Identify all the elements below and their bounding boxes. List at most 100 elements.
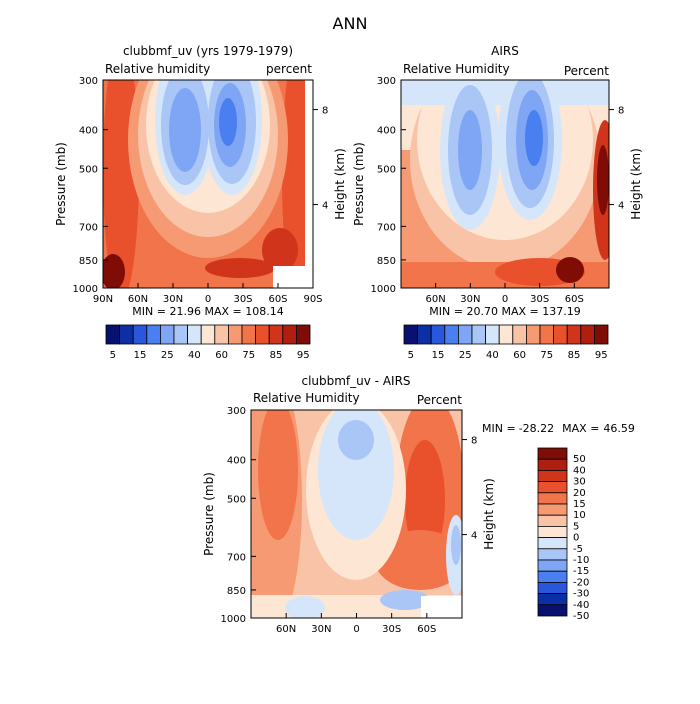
min-label: MIN = [429, 305, 466, 318]
minmax-text: MIN = 21.96 MAX = 108.14 [132, 305, 283, 318]
colorbar-box [537, 469, 568, 482]
colorbar-label: 25 [161, 350, 174, 361]
colorbar-box [146, 324, 161, 345]
colorbar-label: 5 [408, 350, 414, 361]
colorbar-box [200, 324, 216, 345]
colorbar-box [537, 559, 568, 572]
x-tick-label: 60N [426, 294, 446, 305]
right-tick-label: 8 [618, 106, 624, 117]
panel-diff-contour [338, 420, 374, 460]
colorbar-box [268, 324, 284, 345]
colorbar-label: -10 [573, 555, 589, 566]
y-tick-label: 850 [79, 256, 98, 267]
max-label: MAX = [204, 305, 245, 318]
colorbar-label: 40 [486, 350, 499, 361]
colorbar-label: 15 [432, 350, 445, 361]
panel-model: clubbmf_uv (yrs 1979-1979) Relative humi… [54, 44, 347, 318]
min-label: MIN = [132, 305, 169, 318]
colorbar-box [214, 324, 229, 345]
panel-obs-units-label: Percent [564, 64, 609, 78]
x-tick-label: 60S [417, 624, 436, 635]
panel-diff-max-value: 46.59 [603, 422, 635, 435]
panel-model-missing-data [273, 266, 305, 288]
panel-model-contour [219, 98, 237, 146]
y-axis-title: Pressure (mb) [54, 142, 68, 226]
colorbar-box [537, 570, 568, 583]
x-tick-label: 30S [530, 294, 549, 305]
y-tick-label: 300 [79, 76, 98, 87]
y-tick-label: 300 [377, 76, 396, 87]
colorbar-box [227, 324, 243, 345]
colorbar-box [498, 324, 514, 345]
x-tick-label: 30N [311, 624, 331, 635]
x-tick-label: 0 [353, 624, 359, 635]
colorbar-label: 10 [573, 510, 586, 521]
colorbar-box [537, 492, 568, 505]
x-tick-label: 30S [233, 294, 252, 305]
colorbar-box [187, 324, 202, 345]
x-tick-label: 60S [268, 294, 287, 305]
minmax-text: MIN = 20.70 MAX = 137.19 [429, 305, 580, 318]
x-tick-label: 0 [205, 294, 211, 305]
colorbar-obs: 5 15 25 40 60 75 85 95 [403, 324, 609, 361]
panel-diff-min-value: -28.22 [519, 422, 554, 435]
colorbar-box [159, 324, 175, 345]
panel-model-title: clubbmf_uv (yrs 1979-1979) [123, 44, 293, 58]
panel-model-contour [262, 228, 298, 272]
right-tick-label: 8 [322, 106, 328, 117]
colorbar-box [537, 514, 568, 527]
colorbar-label: 5 [110, 350, 116, 361]
colorbar-box [537, 526, 568, 539]
colorbar-box [119, 324, 134, 345]
panel-diff-units-label: Percent [417, 393, 462, 407]
colorbar-box [580, 324, 595, 345]
right-tick-label: 4 [322, 201, 328, 212]
y-tick-label: 400 [227, 456, 246, 467]
y-tick-label: 500 [377, 164, 396, 175]
colorbar-label: -5 [573, 544, 583, 555]
colorbar-label: 95 [595, 350, 608, 361]
colorbar-label: 85 [568, 350, 581, 361]
x-tick-label: 60N [276, 624, 296, 635]
colorbar-label: 85 [270, 350, 283, 361]
colorbar-label: 60 [215, 350, 228, 361]
colorbar-box [430, 324, 446, 345]
y-tick-label: 1000 [73, 284, 98, 295]
y-tick-label: 850 [377, 256, 396, 267]
colorbar-label: 40 [573, 465, 586, 476]
panel-model-contour [205, 258, 275, 278]
panel-obs-contour [458, 110, 482, 190]
y-tick-label: 700 [79, 222, 98, 233]
colorbar-box [512, 324, 527, 345]
colorbar-box [132, 324, 148, 345]
max-label: MAX = [501, 305, 542, 318]
x-tick-label: 30S [382, 624, 401, 635]
colorbar-label: 0 [573, 533, 579, 544]
panel-diff-contour [380, 590, 430, 610]
right-axis-title: Height (km) [629, 148, 643, 219]
panel-diff-min-label: MIN = [482, 422, 516, 435]
panel-diff-contour [405, 440, 445, 560]
y-tick-label: 700 [227, 552, 246, 563]
panel-obs-field [401, 80, 609, 288]
panel-obs-axes: 300 400 500 700 850 1000 60N 30N 0 30S 60S 8 4 Pressu… [352, 76, 643, 318]
colorbar-label: 5 [573, 521, 579, 532]
panel-model-contour [103, 254, 125, 288]
panel-diff-contour [375, 530, 462, 590]
colorbar-label: 60 [513, 350, 526, 361]
colorbar-box [537, 458, 568, 471]
y-tick-label: 1000 [371, 284, 396, 295]
panel-diff-title: clubbmf_uv - AIRS [301, 374, 410, 388]
colorbar-box [537, 503, 568, 516]
colorbar-label: 25 [459, 350, 472, 361]
colorbar-box [537, 593, 568, 606]
colorbar-label: 30 [573, 477, 586, 488]
panel-diff-contour [285, 596, 325, 618]
colorbar-box [537, 604, 568, 617]
y-tick-label: 400 [79, 126, 98, 137]
colorbar-label: 20 [573, 488, 586, 499]
